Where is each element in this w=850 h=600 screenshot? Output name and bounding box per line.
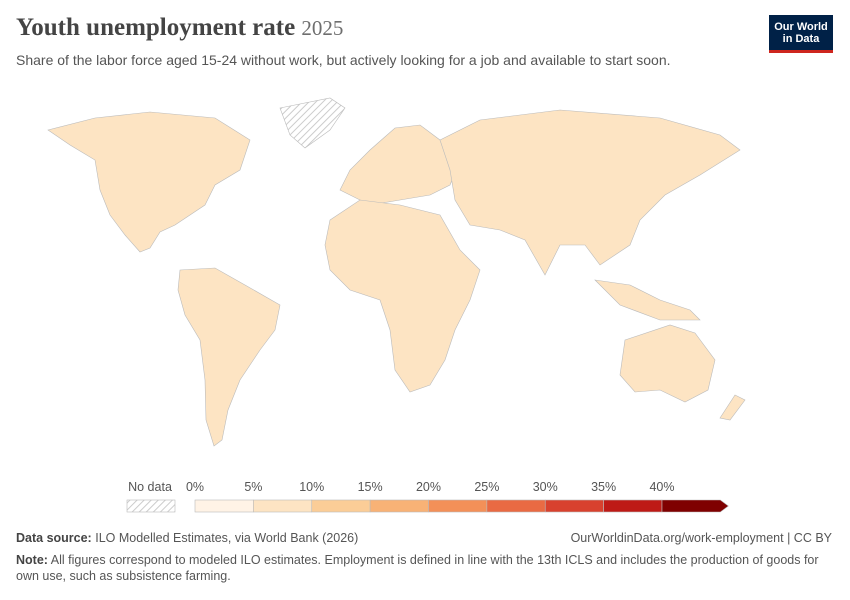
legend-tick-label: 15% [358,480,383,494]
legend-tick-label: 30% [533,480,558,494]
url[interactable]: OurWorldinData.org/work-employment | CC … [570,531,832,545]
subtitle: Share of the labor force aged 15-24 with… [16,52,671,68]
legend-tick-label: 40% [649,480,674,494]
africa [324,199,481,393]
note-label: Note: [16,553,48,567]
legend-tick-label: 0% [186,480,204,494]
landmasses [47,97,746,447]
europe [339,124,461,206]
legend-bin [253,499,313,513]
source: ILO Modelled Estimates, via World Bank (… [95,531,359,545]
source-label: Data source: [16,531,92,545]
south-america [177,267,281,447]
legend-tick-label: 20% [416,480,441,494]
north-america [47,111,251,253]
logo[interactable]: Our World in Data [769,15,833,53]
note-line: Note: All figures correspond to modeled … [16,552,832,584]
note: All figures correspond to modeled ILO es… [16,553,819,583]
legend-bin [369,499,429,513]
legend-bin [603,499,663,513]
title: Youth unemployment rate 2025 [16,14,343,42]
legend-tick-label: 10% [299,480,324,494]
legend-bin [544,499,604,513]
logo-line: Our World [774,21,828,33]
australia [619,324,716,403]
legend-tick-label: 25% [474,480,499,494]
no-data-swatch [126,499,176,513]
legend-tick-label: 35% [591,480,616,494]
greenland [279,97,346,149]
legend-bin [194,499,254,513]
legend-bin-open [661,499,729,513]
no-data-label: No data [128,480,172,494]
new-zealand [719,394,746,421]
legend-bin [428,499,488,513]
title-year: 2025 [301,16,344,40]
source-line: Data source: ILO Modelled Estimates, via… [16,530,832,546]
asia [439,109,741,276]
legend-bin [486,499,546,513]
southeast-asia [594,279,701,321]
title-text: Youth unemployment rate [16,14,296,41]
footer: Data source: ILO Modelled Estimates, via… [16,530,832,584]
logo-line: in Data [782,33,820,45]
legend-tick-label: 5% [244,480,262,494]
legend-bin [311,499,371,513]
